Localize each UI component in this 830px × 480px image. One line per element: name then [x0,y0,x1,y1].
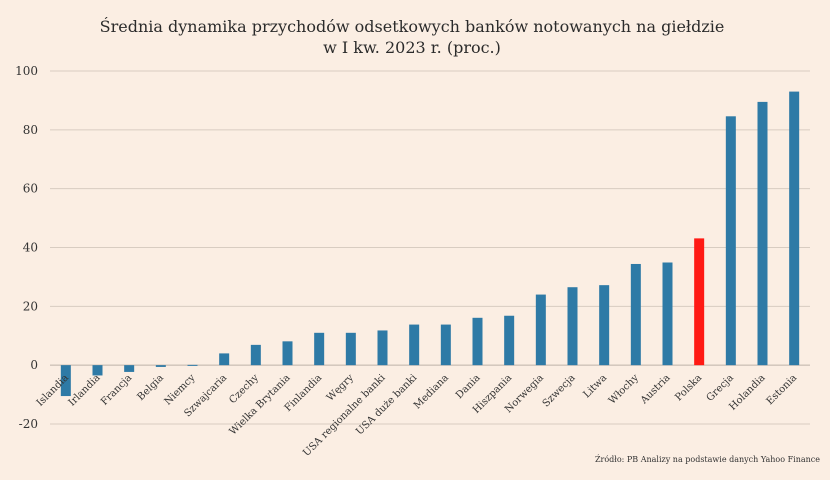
x-category-label: Litwa [581,372,609,400]
bar-14 [472,317,483,366]
bar-6 [219,353,230,366]
y-tick-label: -20 [19,417,38,431]
x-category-label: Austria [638,372,673,407]
bars [60,91,800,397]
bar-11 [377,330,388,366]
x-category-label: Polska [673,372,704,403]
x-category-label: Francja [99,372,134,407]
bar-12 [409,324,420,366]
bar-23 [757,101,768,366]
y-tick-label: 80 [23,123,38,137]
x-category-label: Szwecja [541,372,578,409]
bar-10 [345,332,356,366]
bar-9 [314,332,325,366]
bar-22 [725,116,736,366]
x-category-label: Węgry [325,372,356,403]
bar-19 [630,263,641,366]
chart-subtitle: w I kw. 2023 r. (proc.) [323,38,501,57]
y-tick-label: 40 [23,241,38,255]
bar-8 [282,341,293,366]
x-category-label: Dania [454,372,483,401]
bar-5 [187,364,198,366]
bar-13 [440,324,451,366]
y-tick-label: 20 [23,299,38,313]
bar-18 [599,285,610,366]
chart-title: Średnia dynamika przychodów odsetkowych … [100,16,725,36]
x-category-label: Włochy [607,372,641,406]
x-category-label: Estonia [765,372,800,407]
gridlines [50,70,810,425]
x-category-label: Grecja [705,372,736,403]
bar-4 [155,365,166,367]
x-category-label: Irlandia [67,372,103,408]
bar-7 [250,344,261,366]
y-tick-label: 60 [23,182,38,196]
bar-3 [124,365,135,372]
bar-15 [504,315,515,366]
x-category-label: USA duże banki [354,373,419,438]
bar-17 [567,287,578,366]
bar-1 [60,365,71,397]
bar-24 [789,91,800,366]
y-tick-label: 100 [15,64,38,78]
y-axis-ticks: -20 0 20 40 60 80 100 [15,64,38,431]
bar-2 [92,365,103,376]
bar-20 [662,262,673,366]
bar-21 [694,238,705,366]
x-category-label: Mediana [412,372,451,411]
bar-16 [535,294,546,366]
y-tick-label: 0 [30,358,38,372]
source-note: Źródło: PB Analizy na podstawie danych Y… [595,455,820,464]
x-category-label: Belgia [136,372,166,402]
